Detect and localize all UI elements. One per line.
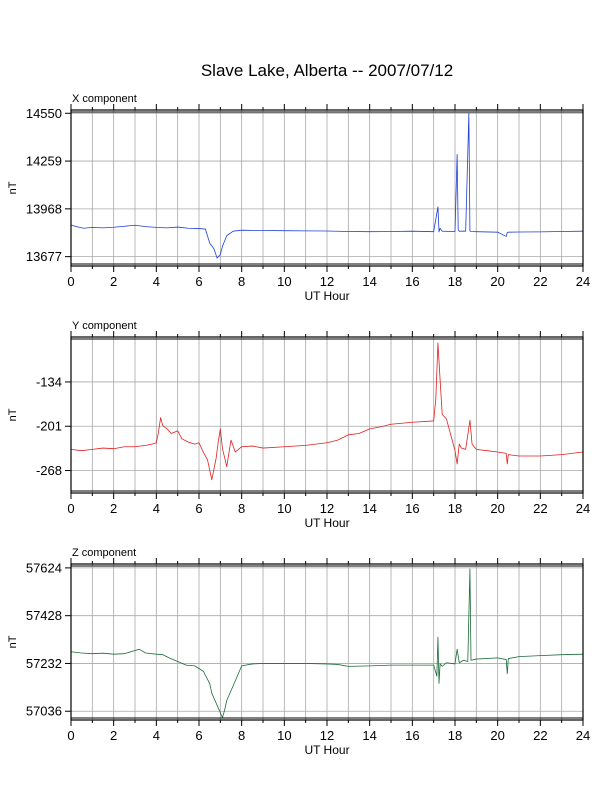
x-tick-label: 22: [533, 274, 547, 289]
x-tick-label: 6: [195, 728, 202, 743]
y-axis-label: nT: [7, 408, 19, 421]
y-tick-label: 57036: [26, 704, 62, 719]
y-tick-label: 13677: [26, 249, 62, 264]
x-tick-label: 14: [362, 274, 376, 289]
x-tick-label: 6: [195, 501, 202, 516]
x-tick-label: 12: [320, 274, 334, 289]
y-tick-label: 57428: [26, 608, 62, 623]
series-line: [70, 568, 584, 718]
x-tick-label: 10: [277, 501, 291, 516]
x-tick-label: 14: [362, 501, 376, 516]
y-tick-label: 14259: [26, 154, 62, 169]
x-tick-label: 4: [153, 274, 160, 289]
y-tick-label: 14550: [26, 106, 62, 121]
x-tick-label: 12: [320, 728, 334, 743]
x-tick-label: 24: [576, 274, 590, 289]
x-axis-label: UT Hour: [304, 743, 349, 757]
y-axis-label: nT: [7, 181, 19, 194]
x-axis-label: UT Hour: [304, 289, 349, 303]
x-tick-label: 22: [533, 501, 547, 516]
panel-z-component: 0 2 4 6 8 10 12 14 16 18 20 22 245703657232574285762…: [7, 547, 590, 757]
panel-x-component: 0 2 4 6 8 10 12 14 16 18 20 22 241367713968142591455…: [7, 93, 590, 303]
x-tick-label: 4: [153, 501, 160, 516]
x-tick-label: 2: [110, 274, 117, 289]
x-axis-label: UT Hour: [304, 516, 349, 530]
x-tick-label: 18: [448, 501, 462, 516]
x-tick-label: 20: [490, 501, 504, 516]
x-tick-label: 14: [362, 728, 376, 743]
x-tick-label: 10: [277, 728, 291, 743]
x-tick-label: 0: [67, 728, 74, 743]
x-tick-label: 4: [153, 728, 160, 743]
series-line: [70, 342, 584, 481]
x-tick-label: 0: [67, 501, 74, 516]
panel-title: X component: [72, 93, 137, 105]
x-tick-label: 20: [490, 728, 504, 743]
x-tick-label: 0: [67, 274, 74, 289]
x-tick-label: 8: [238, 274, 245, 289]
x-tick-label: 20: [490, 274, 504, 289]
x-tick-label: 16: [405, 728, 419, 743]
y-tick-label: -134: [36, 374, 62, 389]
x-tick-label: 18: [448, 728, 462, 743]
y-tick-label: -201: [36, 419, 62, 434]
x-tick-label: 22: [533, 728, 547, 743]
y-tick-label: 13968: [26, 201, 62, 216]
x-tick-label: 16: [405, 274, 419, 289]
x-tick-label: 24: [576, 501, 590, 516]
y-tick-label: -268: [36, 463, 62, 478]
y-tick-label: 57624: [26, 560, 62, 575]
figure-title: Slave Lake, Alberta -- 2007/07/12: [201, 61, 453, 80]
panel-title: Y component: [72, 320, 137, 332]
x-tick-label: 8: [238, 501, 245, 516]
x-tick-label: 8: [238, 728, 245, 743]
y-axis-label: nT: [7, 635, 19, 648]
y-tick-label: 57232: [26, 656, 62, 671]
x-tick-label: 10: [277, 274, 291, 289]
x-tick-label: 2: [110, 728, 117, 743]
x-tick-label: 6: [195, 274, 202, 289]
x-tick-label: 18: [448, 274, 462, 289]
x-tick-label: 12: [320, 501, 334, 516]
panel-title: Z component: [72, 547, 136, 559]
x-tick-label: 24: [576, 728, 590, 743]
x-tick-label: 16: [405, 501, 419, 516]
x-tick-label: 2: [110, 501, 117, 516]
series-line: [70, 112, 584, 259]
